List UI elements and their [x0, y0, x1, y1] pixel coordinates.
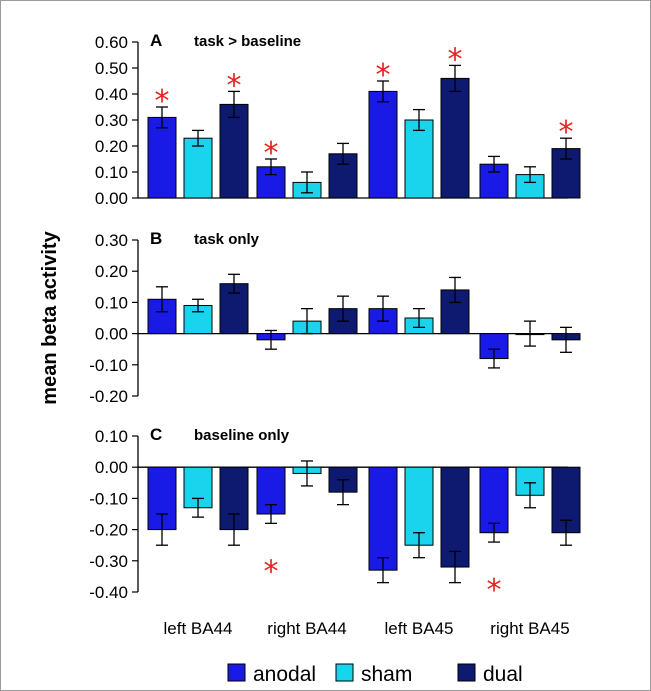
- y-tick-label: 0.10: [95, 427, 128, 446]
- panel-title: task only: [194, 231, 260, 248]
- y-tick-label: 0.10: [95, 293, 128, 312]
- bar-anodal: [479, 466, 509, 534]
- panel-letter: A: [150, 31, 162, 50]
- y-tick-label: 0.30: [95, 111, 128, 130]
- bar-anodal: [368, 90, 398, 199]
- legend-swatch-anodal: [227, 663, 246, 682]
- legend-swatch-sham: [335, 663, 354, 682]
- significance-star: *: [376, 58, 391, 93]
- y-tick-label: 0.50: [95, 59, 128, 78]
- y-tick-label: 0.30: [95, 231, 128, 250]
- y-tick-label: 0.00: [95, 325, 128, 344]
- category-label: left BA45: [385, 619, 454, 638]
- significance-star: *: [487, 573, 502, 608]
- legend-swatch-dual: [457, 663, 476, 682]
- y-tick-label: 0.10: [95, 163, 128, 182]
- y-tick-label: 0.20: [95, 137, 128, 156]
- y-tick-label: 0.60: [95, 33, 128, 52]
- y-tick-label: 0.40: [95, 85, 128, 104]
- panel-letter: C: [150, 425, 162, 444]
- legend-label-sham: sham: [361, 663, 412, 686]
- category-label: right BA45: [490, 619, 569, 638]
- panel-letter: B: [150, 229, 162, 248]
- panel-title: task > baseline: [194, 33, 301, 50]
- bar-anodal: [368, 466, 398, 571]
- bar-dual: [440, 77, 470, 199]
- y-tick-label: 0.00: [95, 458, 128, 477]
- y-tick-label: -0.20: [89, 387, 128, 406]
- bar-anodal: [147, 116, 177, 199]
- y-tick-label: -0.40: [89, 583, 128, 602]
- category-label: right BA44: [267, 619, 346, 638]
- y-tick-label: -0.20: [89, 521, 128, 540]
- legend-label-dual: dual: [483, 663, 523, 686]
- bar-sham: [183, 137, 213, 199]
- y-tick-label: -0.30: [89, 552, 128, 571]
- bar-sham: [404, 119, 434, 199]
- significance-star: *: [559, 115, 574, 150]
- bar-dual: [219, 103, 249, 199]
- significance-star: *: [448, 42, 463, 77]
- category-label: left BA44: [164, 619, 233, 638]
- bar-dual: [440, 466, 470, 568]
- y-axis-label: mean beta activity: [39, 230, 61, 404]
- y-tick-label: 0.20: [95, 262, 128, 281]
- bar-dual: [328, 153, 358, 199]
- significance-star: *: [155, 84, 170, 119]
- significance-star: *: [227, 68, 242, 103]
- y-tick-label: -0.10: [89, 489, 128, 508]
- significance-star: *: [264, 136, 279, 171]
- legend-label-anodal: anodal: [253, 663, 316, 686]
- y-tick-label: -0.10: [89, 356, 128, 375]
- panel-title: baseline only: [194, 427, 290, 444]
- significance-star: *: [264, 554, 279, 589]
- y-tick-label: 0.00: [95, 189, 128, 208]
